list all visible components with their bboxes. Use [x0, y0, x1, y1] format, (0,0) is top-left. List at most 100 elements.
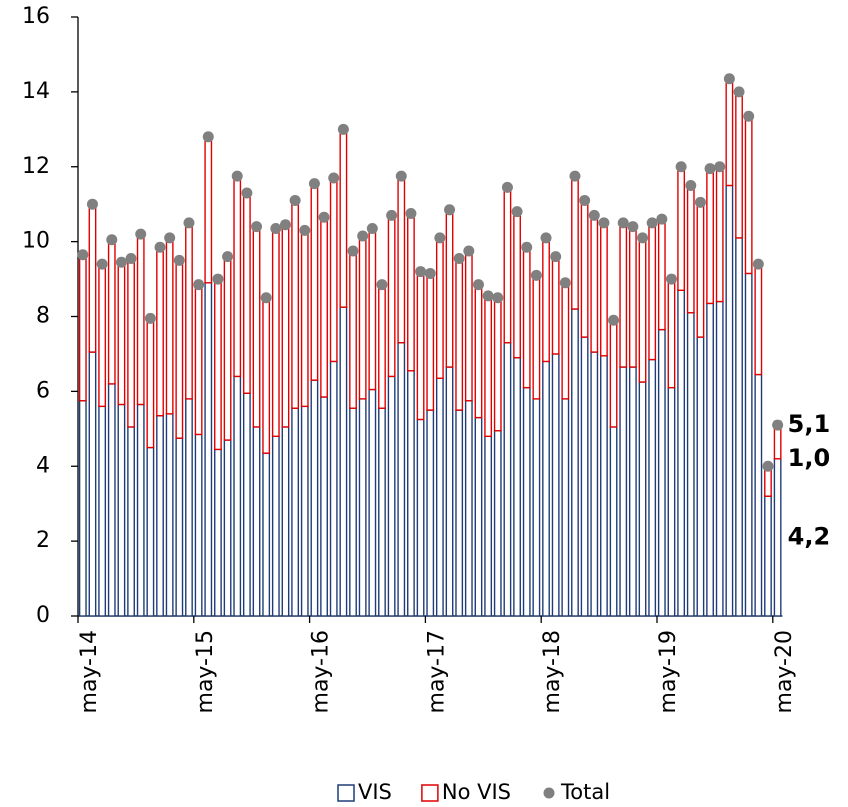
- bar: [773, 458, 782, 617]
- bar: [484, 435, 493, 617]
- bar: [532, 274, 541, 400]
- legend-label: No VIS: [442, 780, 511, 804]
- total-dot: [694, 196, 706, 208]
- bar: [156, 246, 164, 417]
- value-label: 4,2: [788, 522, 831, 550]
- bar: [725, 184, 734, 617]
- legend-marker: [337, 784, 355, 802]
- bar: [474, 416, 483, 617]
- total-dot: [415, 266, 427, 278]
- bar: [542, 360, 550, 617]
- bar: [136, 403, 145, 617]
- bar: [185, 222, 193, 400]
- bar: [416, 270, 425, 421]
- legend-label: VIS: [358, 780, 392, 804]
- bar: [358, 398, 367, 617]
- total-dot: [704, 163, 716, 175]
- x-tick-label: may-15: [193, 630, 218, 713]
- y-tick-label: 6: [36, 378, 50, 403]
- total-dot: [434, 232, 446, 244]
- bar: [214, 278, 222, 451]
- total-dot: [318, 211, 330, 223]
- y-tick-label: 8: [36, 304, 50, 329]
- bar: [329, 360, 338, 617]
- bar: [98, 263, 107, 408]
- bar: [204, 136, 213, 284]
- bar: [426, 409, 435, 617]
- bar: [407, 370, 415, 617]
- total-dot: [222, 251, 234, 263]
- total-dot: [376, 279, 388, 291]
- total-dot: [598, 217, 610, 229]
- total-dot: [685, 179, 697, 191]
- total-dot: [125, 252, 137, 264]
- bar: [503, 186, 512, 344]
- bar: [185, 398, 193, 617]
- bar: [98, 405, 107, 617]
- total-dot: [366, 223, 378, 235]
- bar: [754, 373, 763, 617]
- bar: [146, 446, 155, 617]
- bar: [175, 437, 184, 617]
- bar: [426, 272, 435, 411]
- total-dot: [231, 170, 243, 182]
- bar: [677, 289, 686, 617]
- bar: [474, 283, 483, 419]
- bar: [223, 255, 232, 441]
- total-dot: [752, 258, 764, 270]
- total-dot: [550, 251, 562, 263]
- bar: [339, 306, 348, 617]
- total-dot: [251, 221, 263, 233]
- bar: [445, 209, 454, 368]
- total-dot: [193, 279, 205, 291]
- bar: [580, 336, 589, 617]
- total-dot: [617, 217, 629, 229]
- bar: [281, 224, 290, 428]
- bar: [657, 328, 666, 617]
- legend-marker: [421, 784, 439, 802]
- total-dot: [772, 419, 784, 431]
- total-dot: [405, 208, 417, 220]
- y-tick-label: 2: [36, 528, 50, 553]
- bar: [349, 250, 357, 409]
- bar: [252, 426, 261, 617]
- bar: [455, 409, 464, 617]
- bar: [435, 237, 444, 379]
- bar: [175, 259, 184, 439]
- y-tick-label: 16: [22, 4, 50, 29]
- bar: [88, 351, 97, 617]
- legend-marker: [543, 787, 555, 799]
- bar: [686, 184, 695, 314]
- total-dot: [665, 273, 677, 285]
- total-dot: [86, 198, 98, 210]
- total-dot: [588, 209, 600, 221]
- bar: [368, 388, 377, 617]
- bar: [522, 386, 531, 617]
- bar: [146, 317, 155, 449]
- bar: [561, 282, 570, 400]
- bar: [754, 263, 763, 376]
- bar: [571, 308, 579, 617]
- bar: [628, 225, 637, 368]
- bar: [648, 222, 657, 361]
- bar: [667, 386, 676, 617]
- x-tick-label: may-19: [656, 630, 681, 713]
- total-dot: [337, 123, 349, 135]
- total-dot: [386, 209, 398, 221]
- total-dot: [424, 267, 436, 279]
- bar: [551, 255, 560, 355]
- bar: [165, 413, 174, 617]
- bar: [358, 235, 367, 400]
- bar: [551, 353, 560, 617]
- bar: [764, 495, 772, 617]
- total-dot: [299, 224, 311, 236]
- bar: [445, 366, 454, 617]
- total-dot: [164, 232, 176, 244]
- bar: [310, 379, 319, 617]
- bar: [117, 403, 126, 617]
- bar: [291, 199, 300, 409]
- bar: [378, 407, 386, 617]
- total-dot: [279, 219, 291, 231]
- bar: [619, 366, 628, 617]
